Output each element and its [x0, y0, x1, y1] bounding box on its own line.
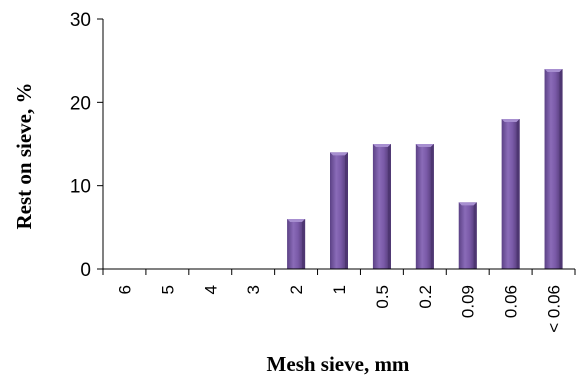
- y-axis-ticks: 0 10 20 30: [70, 10, 103, 281]
- bar-bevel-top: [415, 144, 434, 147]
- bar-bevel-top: [287, 219, 306, 222]
- y-tick-label: 30: [70, 10, 91, 31]
- bar-bevel-top: [330, 152, 348, 156]
- bar-bevel-right: [387, 144, 391, 269]
- bar-body: [415, 144, 434, 269]
- y-tick-label: 10: [70, 177, 91, 198]
- bar-bevel-right: [473, 202, 477, 269]
- bar: [330, 152, 348, 269]
- x-tick-label: 0.5: [373, 285, 392, 309]
- y-axis-title: Rest on sieve, %: [12, 83, 36, 230]
- x-axis-ticks: 6 5 4 3 2 1 0.5 0.2 0.09 0.06 < 0.06: [102, 269, 576, 333]
- y-tick-label: 20: [70, 93, 91, 114]
- bar: [544, 69, 563, 269]
- bar-bevel-top: [372, 144, 391, 147]
- bar-bevel-right: [559, 69, 563, 269]
- x-tick-label: 0.06: [502, 285, 521, 318]
- bar-body: [330, 152, 348, 269]
- x-tick-label: 0.09: [459, 285, 478, 318]
- bar-bevel-right: [345, 152, 348, 269]
- x-tick-label: 2: [287, 285, 306, 294]
- plot-area: [287, 69, 563, 269]
- x-tick-label: 5: [158, 285, 177, 294]
- x-tick-label: 1: [330, 285, 349, 294]
- bar: [415, 144, 434, 269]
- bar-bevel-right: [302, 219, 306, 269]
- bar: [287, 219, 306, 269]
- x-tick-label: < 0.06: [545, 285, 564, 333]
- x-tick-label: 6: [115, 285, 134, 294]
- bar-bevel-top: [458, 202, 477, 206]
- y-tick-label: 0: [80, 260, 91, 281]
- bar: [458, 202, 477, 269]
- x-axis-title: Mesh sieve, mm: [267, 352, 410, 376]
- bar-bevel-top: [501, 119, 520, 122]
- x-tick-label: 3: [244, 285, 263, 294]
- bar-body: [501, 119, 520, 269]
- x-tick-label: 0.2: [416, 285, 435, 309]
- bar-bevel-top: [544, 69, 563, 72]
- bar: [372, 144, 391, 269]
- bar-body: [458, 202, 477, 269]
- bar-body: [287, 219, 306, 269]
- bar: [501, 119, 520, 269]
- bar-body: [372, 144, 391, 269]
- bar-bevel-right: [430, 144, 434, 269]
- bar-body: [544, 69, 563, 269]
- x-tick-label: 4: [201, 285, 220, 294]
- bar-bevel-right: [516, 119, 520, 269]
